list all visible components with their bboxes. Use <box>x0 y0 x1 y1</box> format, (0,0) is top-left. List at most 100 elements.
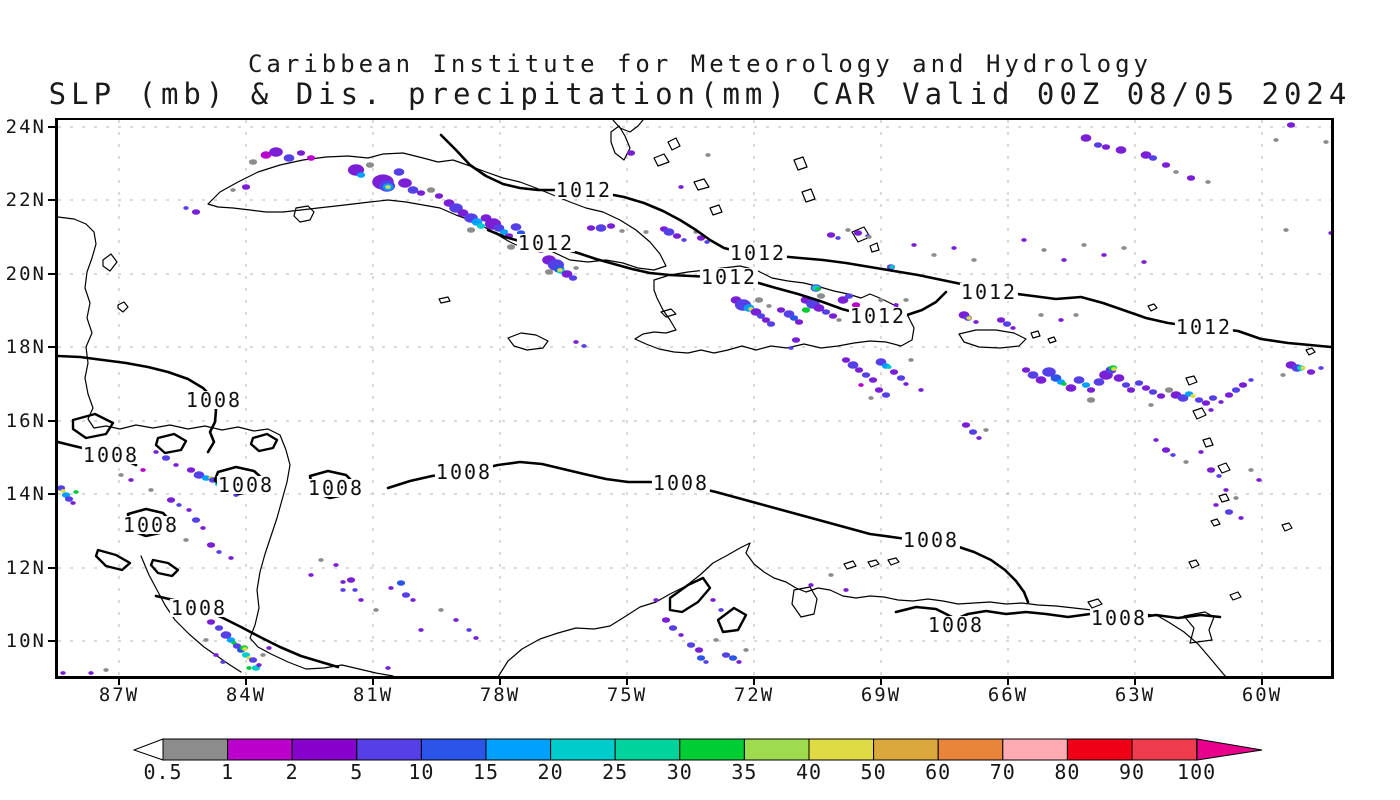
precip-cell <box>837 296 849 304</box>
precip-cell <box>766 321 776 327</box>
isobar-1008-northwest <box>58 354 218 454</box>
colorbar-cell-2 <box>291 738 358 761</box>
lat-tick-label: 10N <box>5 630 46 652</box>
precip-cell <box>761 317 771 323</box>
coastline-bahamas <box>610 120 880 253</box>
precip-cell <box>678 633 684 637</box>
precip-cell <box>1021 367 1031 373</box>
colorbar-value-1: 1 <box>221 760 235 784</box>
precip-cell <box>1280 373 1286 377</box>
precip-cell <box>976 436 982 440</box>
precip-cell <box>1115 146 1127 154</box>
precip-cell <box>845 228 851 232</box>
coastlines <box>58 120 1316 676</box>
lat-tick <box>48 346 55 348</box>
precip-cell <box>206 542 216 548</box>
coastline-lake-maracaibo <box>791 586 818 618</box>
precip-cell <box>681 238 687 242</box>
precip-cell <box>220 660 226 664</box>
precip-cell <box>710 598 716 602</box>
precip-cell <box>973 320 979 324</box>
precip-cell <box>1300 366 1306 370</box>
precip-cell <box>1121 246 1127 250</box>
isobar-label-1012: 1012 <box>959 280 1019 304</box>
precip-cell <box>296 150 306 156</box>
precip-cell <box>573 340 579 344</box>
precip-cell <box>908 358 914 362</box>
precip-cell <box>385 666 391 670</box>
lat-tick-label: 20N <box>5 263 46 285</box>
precip-cell <box>346 577 356 583</box>
precip-cell <box>166 497 176 503</box>
precip-cell <box>841 357 851 363</box>
precip-cell <box>333 563 339 567</box>
lon-tick <box>626 679 628 685</box>
lat-tick-label: 24N <box>5 116 46 138</box>
precip-cell <box>186 508 192 512</box>
precip-cell <box>721 652 731 658</box>
precip-cell <box>388 586 394 590</box>
isobar-label-1008: 1008 <box>81 443 141 467</box>
precip-cell <box>903 298 909 302</box>
precip-cell <box>754 297 764 303</box>
precip-cell <box>1093 142 1103 148</box>
coastline-puerto-rico <box>958 329 1027 349</box>
gridlines <box>58 120 1331 676</box>
precip-cell <box>1170 453 1176 457</box>
precip-cell <box>1224 509 1234 515</box>
lon-tick-label: 84W <box>225 684 267 706</box>
precip-cell <box>410 598 416 602</box>
precip-cell <box>1021 238 1027 242</box>
precip-cell <box>241 184 251 190</box>
colorbar-value-35: 35 <box>731 760 758 784</box>
lat-tick <box>48 640 55 642</box>
precip-cell <box>128 478 134 482</box>
precip-cell <box>1101 253 1107 257</box>
terrain-contour-sierra <box>668 576 748 634</box>
precip-cell <box>557 268 563 272</box>
colorbar-cell-30 <box>679 738 745 761</box>
lon-tick-label: 72W <box>733 684 775 706</box>
precip-cell <box>889 369 899 375</box>
precip-cell <box>1231 387 1241 393</box>
precip-cell <box>828 313 838 319</box>
precip-cell <box>148 488 154 492</box>
precip-cell <box>643 230 649 234</box>
precip-cell <box>1111 367 1117 371</box>
lon-tick-label: 78W <box>479 684 521 706</box>
precip-cell <box>1086 387 1096 393</box>
precip-cell <box>220 631 232 639</box>
map-plot-area: 1012 1012 1012 1012 1012 1012 1012 1008 1008 1008… <box>55 118 1334 679</box>
precip-cell <box>626 150 636 156</box>
isobar-label-1008: 1008 <box>651 471 711 495</box>
precip-cell <box>653 598 659 602</box>
precip-cell <box>586 225 596 231</box>
lat-tick <box>48 273 55 275</box>
coastline-hispaniola <box>634 265 915 354</box>
precip-cell <box>861 372 871 378</box>
colorbar-cell-20 <box>550 738 616 761</box>
colorbar-value-80: 80 <box>1054 760 1081 784</box>
precip-cell <box>1002 321 1012 327</box>
precip-cell <box>996 317 1006 323</box>
precip-cell <box>844 293 854 299</box>
colorbar-value-100: 100 <box>1177 760 1217 784</box>
precip-cell <box>1161 447 1171 453</box>
isobar-label-1008: 1008 <box>169 596 229 620</box>
precip-cell <box>678 185 684 189</box>
lon-tick <box>880 679 882 685</box>
precip-cell <box>813 304 825 312</box>
precip-cell <box>1126 387 1136 393</box>
precip-cell <box>718 608 724 612</box>
precip-cell <box>453 618 459 622</box>
precip-cell <box>1328 231 1331 235</box>
precip-cell <box>1233 496 1239 500</box>
precip-cell <box>1038 313 1044 317</box>
precip-cell <box>878 298 884 302</box>
colorbar-value-60: 60 <box>925 760 952 784</box>
precip-cell <box>246 666 252 670</box>
precip-cell <box>1194 397 1204 403</box>
lat-tick <box>48 493 55 495</box>
colorbar-value-70: 70 <box>989 760 1016 784</box>
precip-cell <box>1286 122 1296 128</box>
